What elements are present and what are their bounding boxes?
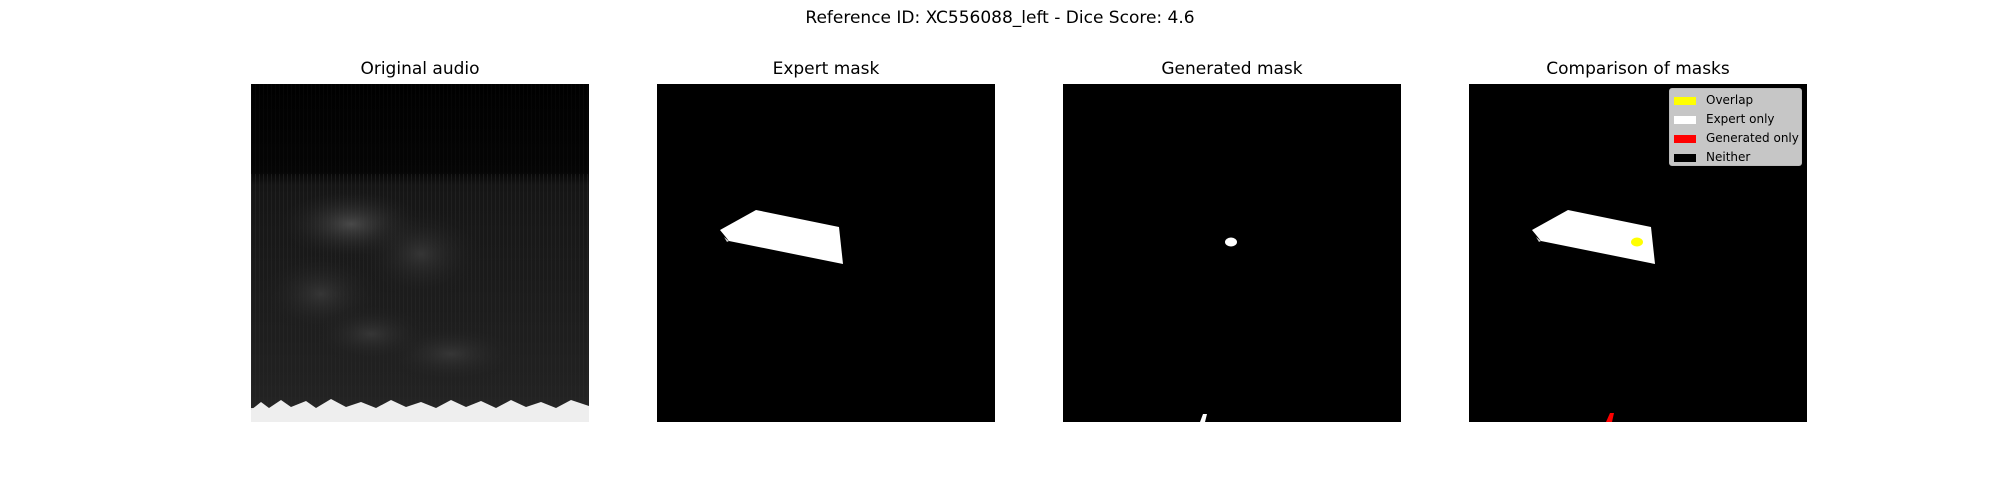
generated-mask-streak [1200,414,1207,422]
expert-only-region [1532,210,1655,264]
expert-mask-image [657,84,995,422]
neither-swatch [1674,153,1696,162]
spectrogram-image [251,84,589,422]
panel-title-comparison: Comparison of masks [1546,59,1730,79]
generated-mask-image [1063,84,1401,422]
panel-title-original-audio: Original audio [360,59,480,79]
overlap-region [1631,237,1643,247]
generated-only-swatch [1674,134,1696,143]
legend-label: Overlap [1706,93,1754,107]
legend-item-overlap: Overlap [1670,91,1801,110]
legend-item-generated-only: Generated only [1670,129,1801,148]
legend-item-expert-only: Expert only [1670,110,1801,129]
overlap-swatch [1674,96,1696,105]
legend-label: Generated only [1706,131,1799,145]
panel-title-expert-mask: Expert mask [772,59,880,79]
legend-item-neither: Neither [1670,148,1801,167]
expert-mask-region [720,210,843,264]
legend-label: Neither [1706,150,1751,164]
figure-title: Reference ID: XC556088_left - Dice Score… [805,8,1195,28]
generated-only-region [1606,413,1614,422]
expert-only-swatch [1674,115,1696,124]
legend: Overlap Expert only Generated only Neith… [1669,88,1802,166]
comparison-mask-image: Overlap Expert only Generated only Neith… [1469,84,1807,422]
generated-mask-blob [1225,237,1237,247]
panel-title-generated-mask: Generated mask [1161,59,1303,79]
legend-label: Expert only [1706,112,1775,126]
